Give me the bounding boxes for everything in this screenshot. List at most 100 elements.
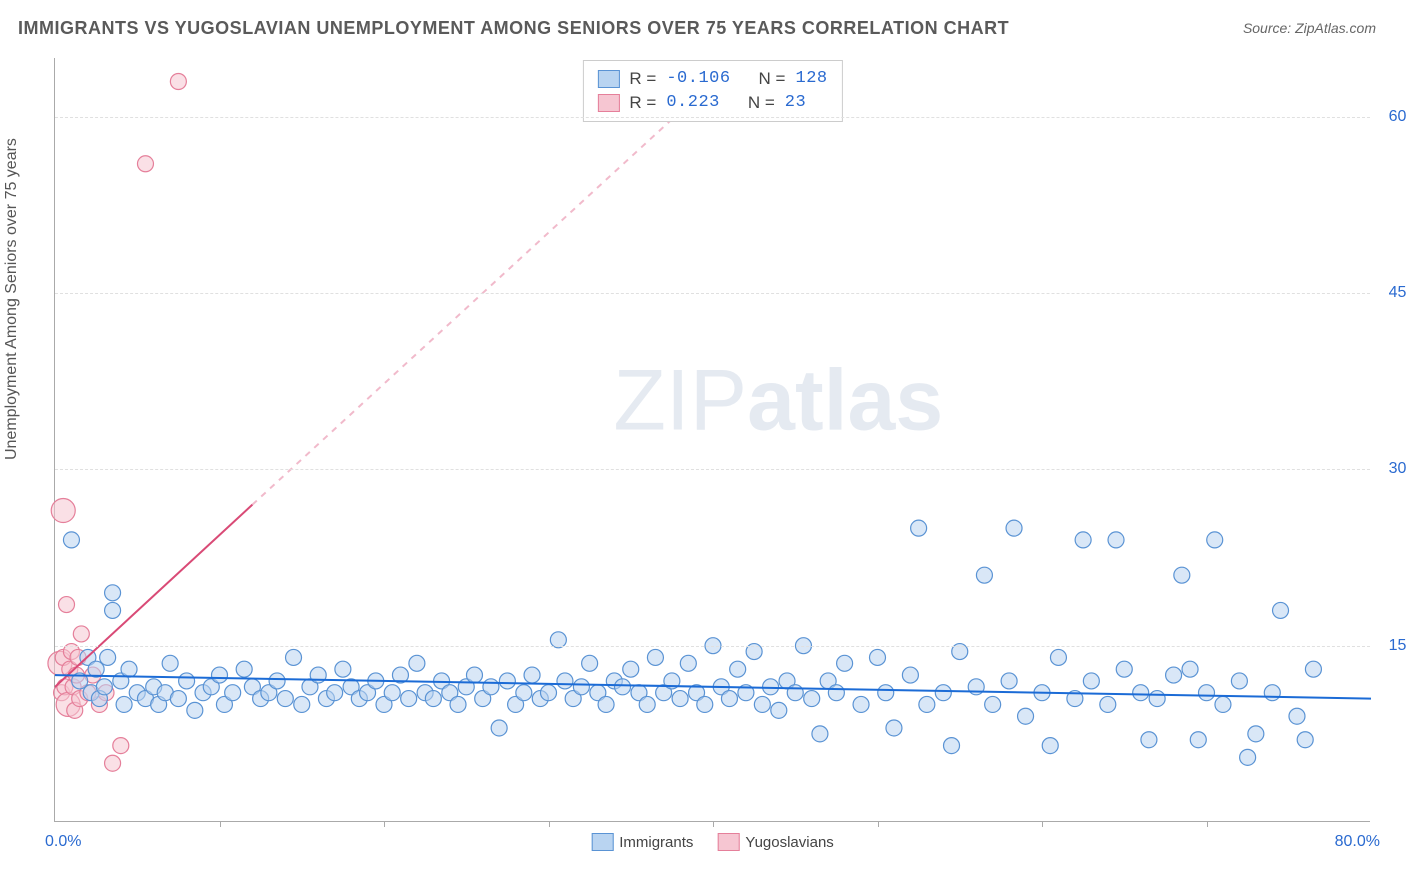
- stat-n-value-a: 128: [795, 67, 827, 91]
- point-series-a: [100, 649, 116, 665]
- point-series-a: [384, 685, 400, 701]
- point-series-a: [976, 567, 992, 583]
- point-series-a: [225, 685, 241, 701]
- point-series-a: [1215, 696, 1231, 712]
- point-series-a: [985, 696, 1001, 712]
- point-series-a: [1001, 673, 1017, 689]
- point-series-a: [639, 696, 655, 712]
- point-series-a: [878, 685, 894, 701]
- point-series-a: [1075, 532, 1091, 548]
- point-series-a: [828, 685, 844, 701]
- point-series-a: [1231, 673, 1247, 689]
- point-series-a: [327, 685, 343, 701]
- trend-line: [55, 505, 252, 687]
- legend-item-b: Yugoslavians: [717, 833, 833, 851]
- point-series-a: [598, 696, 614, 712]
- point-series-a: [853, 696, 869, 712]
- point-series-a: [1297, 732, 1313, 748]
- gridline: [55, 646, 1370, 647]
- stat-r-value-a: -0.106: [666, 67, 730, 91]
- point-series-a: [804, 691, 820, 707]
- x-max-label: 80.0%: [1335, 833, 1380, 851]
- point-series-a: [1273, 602, 1289, 618]
- legend-label-b: Yugoslavians: [745, 834, 833, 851]
- swatch-series-b: [597, 94, 619, 112]
- point-series-a: [1133, 685, 1149, 701]
- chart-title: IMMIGRANTS VS YUGOSLAVIAN UNEMPLOYMENT A…: [18, 18, 1009, 39]
- point-series-a: [450, 696, 466, 712]
- point-series-a: [409, 655, 425, 671]
- point-series-b: [170, 74, 186, 90]
- point-series-a: [269, 673, 285, 689]
- point-series-a: [466, 667, 482, 683]
- point-series-a: [623, 661, 639, 677]
- point-series-a: [1018, 708, 1034, 724]
- point-series-a: [1108, 532, 1124, 548]
- point-series-a: [236, 661, 252, 677]
- point-series-a: [919, 696, 935, 712]
- point-series-a: [1248, 726, 1264, 742]
- point-series-a: [1289, 708, 1305, 724]
- point-series-a: [1190, 732, 1206, 748]
- x-tick: [384, 821, 385, 827]
- point-series-b: [73, 626, 89, 642]
- point-series-a: [286, 649, 302, 665]
- point-series-a: [116, 696, 132, 712]
- point-series-a: [491, 720, 507, 736]
- y-tick-label: 45.0%: [1389, 284, 1406, 302]
- point-series-a: [935, 685, 951, 701]
- point-series-a: [944, 738, 960, 754]
- point-series-b: [105, 755, 121, 771]
- point-series-a: [837, 655, 853, 671]
- point-series-a: [1305, 661, 1321, 677]
- stat-r-label: R =: [629, 91, 656, 115]
- stat-n-label: N =: [748, 91, 775, 115]
- point-series-a: [1240, 749, 1256, 765]
- point-series-a: [425, 691, 441, 707]
- point-series-a: [162, 655, 178, 671]
- point-series-a: [1100, 696, 1116, 712]
- point-series-a: [1116, 661, 1132, 677]
- point-series-a: [697, 696, 713, 712]
- point-series-a: [1174, 567, 1190, 583]
- point-series-a: [680, 655, 696, 671]
- stat-n-label: N =: [759, 67, 786, 91]
- source-name: ZipAtlas.com: [1295, 20, 1376, 36]
- legend-label-a: Immigrants: [619, 834, 693, 851]
- x-tick: [713, 821, 714, 827]
- legend-item-a: Immigrants: [591, 833, 693, 851]
- stat-r-label: R =: [629, 67, 656, 91]
- point-series-a: [1182, 661, 1198, 677]
- stat-n-value-b: 23: [785, 91, 806, 115]
- point-series-a: [96, 679, 112, 695]
- point-series-a: [541, 685, 557, 701]
- point-series-a: [499, 673, 515, 689]
- x-min-label: 0.0%: [45, 833, 81, 851]
- plot-area: ZIPatlas R = -0.106 N = 128 R = 0.223 N …: [54, 58, 1370, 822]
- y-tick-label: 30.0%: [1389, 460, 1406, 478]
- point-series-a: [573, 679, 589, 695]
- gridline: [55, 293, 1370, 294]
- point-series-a: [1042, 738, 1058, 754]
- stats-row-a: R = -0.106 N = 128: [597, 67, 827, 91]
- swatch-series-a: [597, 70, 619, 88]
- y-tick-label: 15.0%: [1389, 637, 1406, 655]
- point-series-b: [59, 597, 75, 613]
- point-series-a: [886, 720, 902, 736]
- stats-row-b: R = 0.223 N = 23: [597, 91, 827, 115]
- point-series-a: [870, 649, 886, 665]
- point-series-a: [911, 520, 927, 536]
- point-series-a: [105, 602, 121, 618]
- point-series-a: [401, 691, 417, 707]
- point-series-a: [582, 655, 598, 671]
- point-series-a: [277, 691, 293, 707]
- point-series-a: [105, 585, 121, 601]
- point-series-a: [212, 667, 228, 683]
- swatch-series-b: [717, 833, 739, 851]
- swatch-series-a: [591, 833, 613, 851]
- legend: Immigrants Yugoslavians: [591, 833, 834, 851]
- y-tick-label: 60.0%: [1389, 108, 1406, 126]
- point-series-b: [137, 156, 153, 172]
- point-series-a: [121, 661, 137, 677]
- gridline: [55, 117, 1370, 118]
